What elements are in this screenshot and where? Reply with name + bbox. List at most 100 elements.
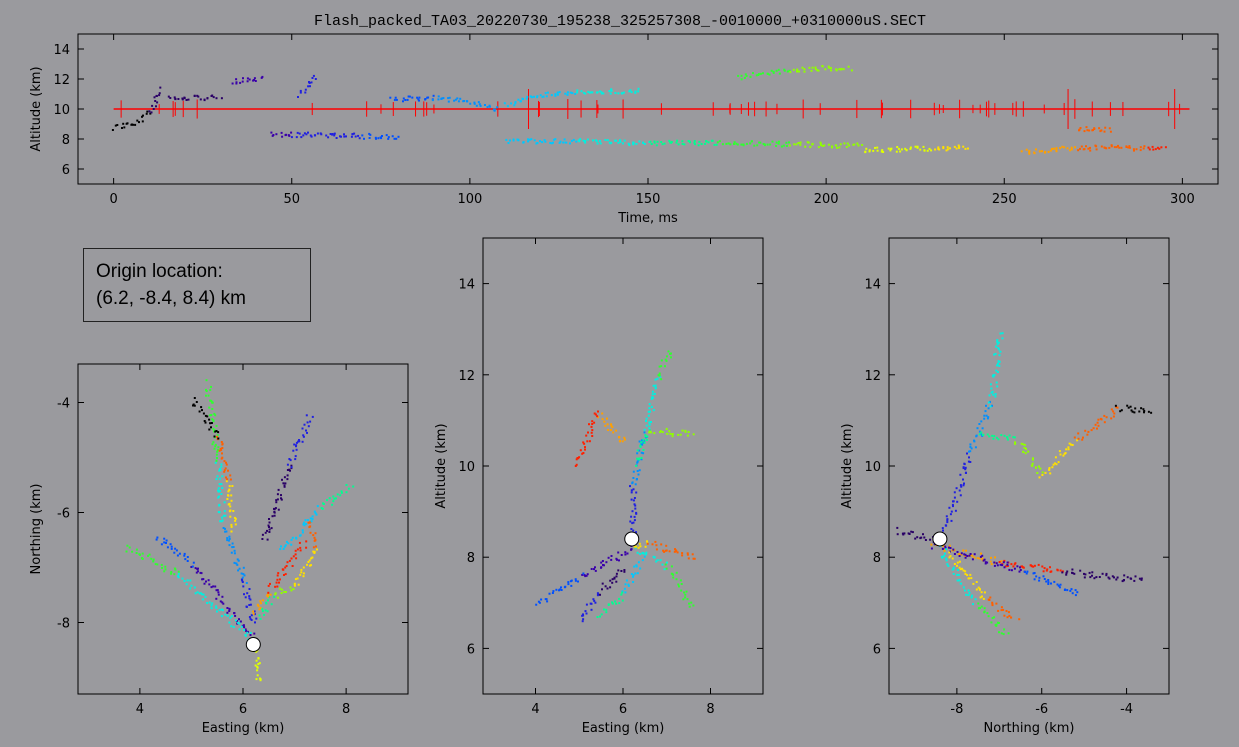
y-tick-label: 8 xyxy=(873,551,881,566)
data-point xyxy=(963,482,965,485)
data-point xyxy=(648,431,651,434)
data-point xyxy=(659,431,662,434)
data-point xyxy=(209,389,212,391)
data-point xyxy=(584,141,587,144)
data-point xyxy=(651,390,654,393)
data-point xyxy=(295,448,298,451)
data-point xyxy=(948,551,951,554)
data-point xyxy=(352,485,355,488)
data-point xyxy=(283,476,286,479)
data-point xyxy=(967,147,969,150)
data-point xyxy=(593,421,596,424)
data-point xyxy=(996,339,999,342)
data-point xyxy=(280,497,282,500)
data-point xyxy=(981,427,984,430)
data-point xyxy=(930,543,933,546)
data-point xyxy=(1004,565,1007,568)
data-point xyxy=(988,394,991,397)
data-point xyxy=(951,557,954,560)
data-point xyxy=(1096,421,1099,424)
data-point xyxy=(213,435,216,438)
data-point xyxy=(541,95,544,98)
data-point xyxy=(681,552,684,555)
data-point xyxy=(756,144,759,147)
data-point xyxy=(416,96,419,99)
data-point xyxy=(217,489,219,492)
data-point xyxy=(604,424,607,427)
data-point xyxy=(215,459,218,462)
data-point xyxy=(611,602,614,605)
data-point xyxy=(266,594,269,597)
data-point xyxy=(943,549,946,552)
data-point xyxy=(1020,442,1023,445)
data-point xyxy=(600,92,603,95)
data-point xyxy=(296,131,299,134)
data-point xyxy=(408,95,411,98)
data-point xyxy=(1089,576,1092,579)
data-point xyxy=(979,555,982,558)
data-point xyxy=(636,551,639,554)
data-series xyxy=(596,555,646,618)
data-point xyxy=(1044,471,1047,474)
data-point xyxy=(819,141,822,144)
data-point xyxy=(234,614,237,617)
data-point xyxy=(975,581,978,583)
data-point xyxy=(636,449,639,452)
data-point xyxy=(975,435,978,438)
data-point xyxy=(740,143,743,146)
data-point xyxy=(1139,146,1142,149)
data-point xyxy=(1059,453,1062,456)
data-point xyxy=(522,141,525,144)
data-point xyxy=(996,385,999,388)
data-point xyxy=(302,434,305,437)
data-point xyxy=(311,415,314,418)
data-point xyxy=(218,483,221,486)
data-point xyxy=(887,147,890,150)
data-point xyxy=(601,418,604,421)
data-point xyxy=(277,572,280,575)
data-point xyxy=(648,423,651,426)
data-point xyxy=(299,549,302,552)
data-point xyxy=(321,507,324,510)
data-point xyxy=(210,385,212,388)
data-point xyxy=(889,149,892,152)
data-point xyxy=(1054,462,1056,465)
data-point xyxy=(664,365,666,368)
data-series xyxy=(896,526,935,541)
data-point xyxy=(190,584,193,587)
data-point xyxy=(983,417,986,420)
data-point xyxy=(299,89,302,92)
data-point xyxy=(629,520,632,523)
data-point xyxy=(745,142,748,145)
x-tick-label: 6 xyxy=(619,702,627,717)
data-point xyxy=(778,140,780,143)
data-point xyxy=(636,572,639,575)
data-point xyxy=(1047,581,1050,584)
data-point xyxy=(581,614,584,617)
data-point xyxy=(274,507,277,510)
data-point xyxy=(512,139,515,142)
data-point xyxy=(284,573,287,576)
data-point xyxy=(843,142,846,145)
data-point xyxy=(630,528,633,530)
data-point xyxy=(958,489,961,492)
data-point xyxy=(228,621,231,624)
data-point xyxy=(394,96,397,99)
data-point xyxy=(246,631,249,634)
data-point xyxy=(641,552,644,555)
data-point xyxy=(596,142,599,145)
data-point xyxy=(266,529,268,532)
data-point xyxy=(558,141,561,144)
data-point xyxy=(228,610,231,612)
data-point xyxy=(986,612,989,615)
y-tick-label: 14 xyxy=(864,278,881,293)
data-point xyxy=(652,384,655,387)
data-point xyxy=(246,592,249,595)
x-tick-label: -4 xyxy=(1120,702,1133,717)
data-point xyxy=(582,572,585,575)
data-point xyxy=(158,94,161,97)
data-point xyxy=(996,364,998,367)
data-point xyxy=(693,141,696,144)
data-point xyxy=(633,515,636,518)
